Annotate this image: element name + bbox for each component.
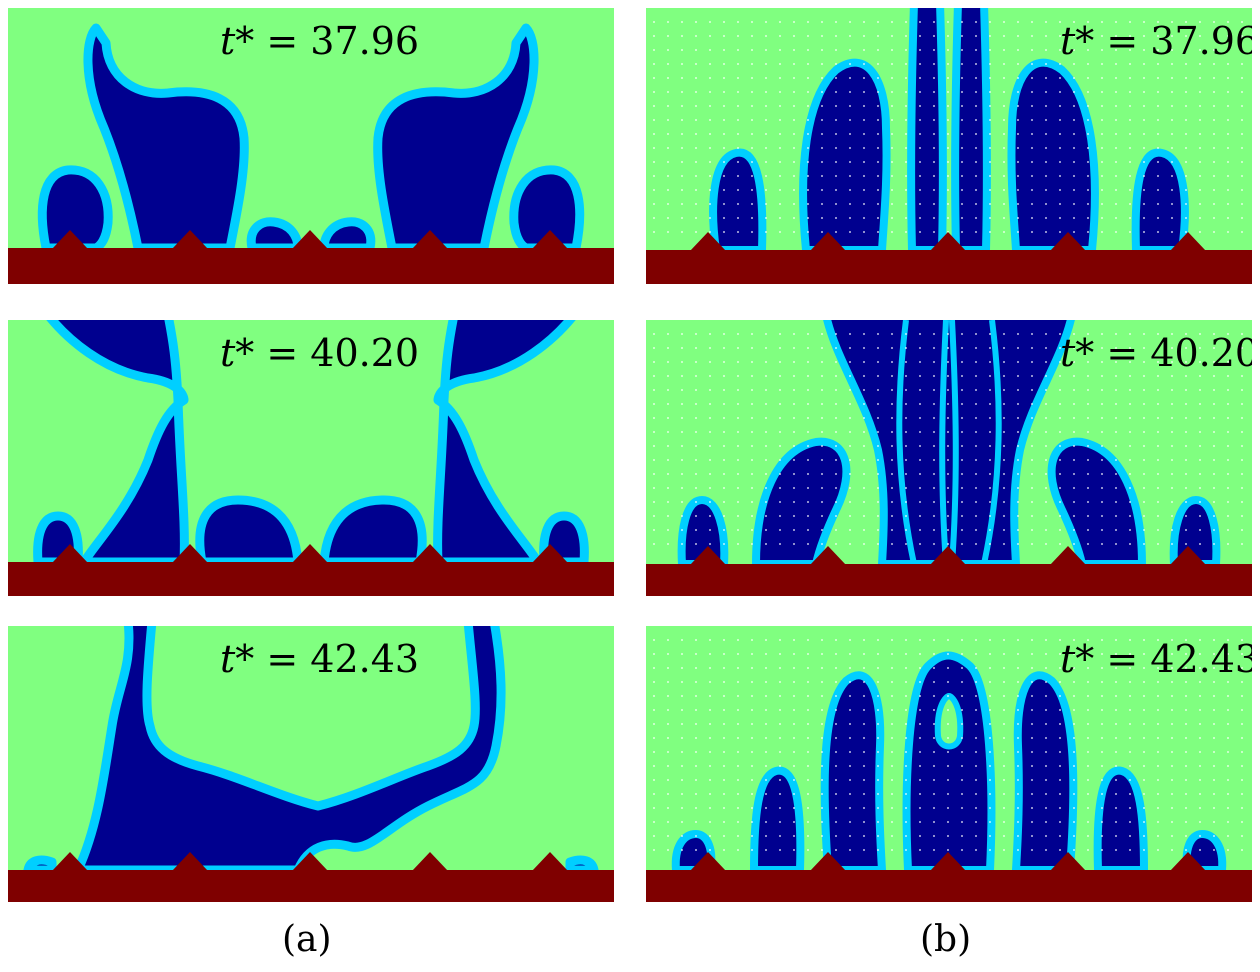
velocity-vectors <box>653 21 1243 233</box>
phase-field-b-2 <box>646 320 1252 596</box>
caption-b: (b) <box>920 919 972 960</box>
panel-a-1: t* = 37.96 <box>8 8 614 284</box>
phase-field-a-3 <box>8 626 614 902</box>
phase-field-b-3 <box>646 626 1252 902</box>
time-label: t* = 42.43 <box>1060 637 1252 681</box>
phase-field-a-1 <box>8 8 614 284</box>
panel-b-2: t* = 40.20 <box>646 320 1252 596</box>
phase-field-a-2 <box>8 320 614 596</box>
panel-a-3: t* = 42.43 <box>8 626 614 902</box>
panel-b-3: t* = 42.43 <box>646 626 1252 902</box>
time-label: t* = 42.43 <box>220 637 420 681</box>
caption-a: (a) <box>282 919 332 960</box>
phase-field-b-1 <box>646 8 1252 284</box>
time-label: t* = 37.96 <box>220 19 420 63</box>
panel-b-1: t* = 37.96 <box>646 8 1252 284</box>
time-label: t* = 40.20 <box>220 331 420 375</box>
time-label: t* = 37.96 <box>1060 19 1252 63</box>
velocity-vectors <box>653 639 1243 851</box>
velocity-vectors <box>653 333 1243 545</box>
panel-a-2: t* = 40.20 <box>8 320 614 596</box>
time-label: t* = 40.20 <box>1060 331 1252 375</box>
